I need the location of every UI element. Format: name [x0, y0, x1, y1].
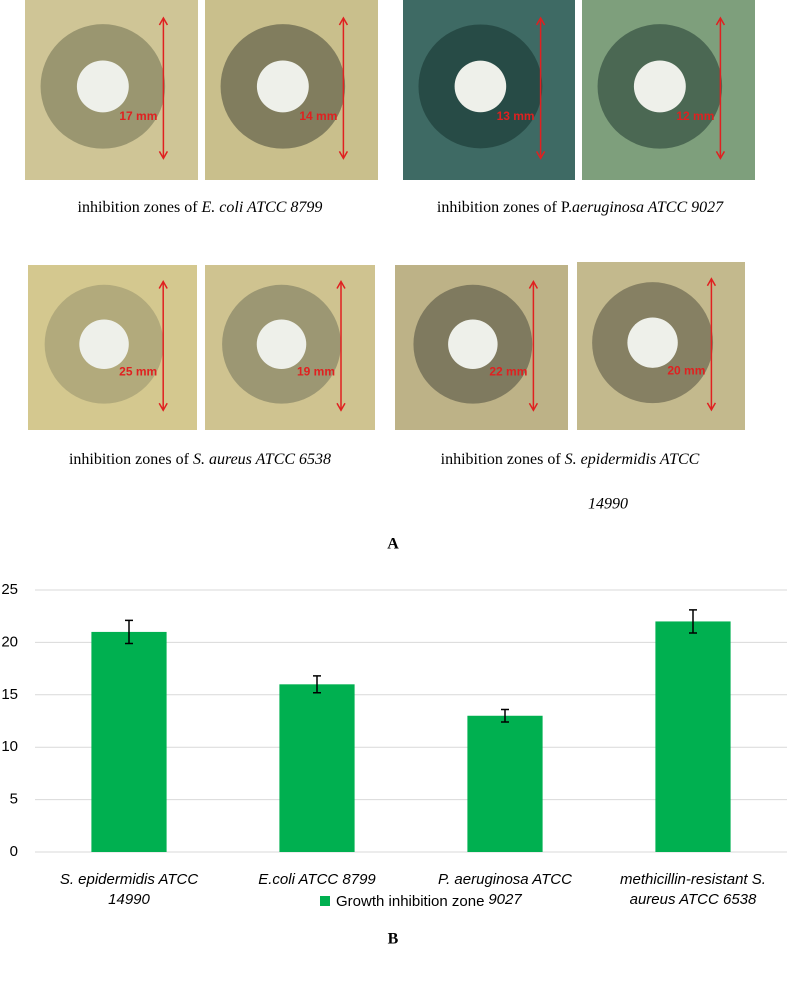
x-tick-line: methicillin-resistant S.	[620, 871, 766, 888]
bar	[467, 715, 543, 852]
y-tick-label: 25	[1, 581, 18, 598]
caption-species: S. epidermidis ATCC	[565, 451, 700, 468]
arrow-head	[158, 16, 169, 160]
bar	[655, 621, 731, 852]
caption-text: inhibition zones of	[69, 451, 193, 468]
caption-species: S. aureus ATCC 6538	[193, 451, 331, 468]
photo: 25 mm	[28, 265, 197, 430]
disc	[448, 319, 498, 369]
zone-label: 25 mm	[119, 364, 157, 378]
arrow-head	[535, 16, 546, 160]
arrow-head	[338, 16, 349, 160]
arrow-head	[158, 279, 168, 412]
x-tick-line: 9027	[488, 891, 522, 908]
y-tick-label: 0	[10, 843, 18, 860]
y-tick-label: 20	[1, 633, 18, 650]
disc	[256, 60, 309, 113]
photo: 20 mm	[577, 262, 745, 430]
caption: inhibition zones of S. epidermidis ATCC	[441, 451, 700, 468]
caption-text: inhibition zones of	[78, 199, 202, 216]
legend-label: Growth inhibition zone	[336, 893, 484, 910]
arrow-head	[715, 16, 726, 160]
zone-label: 17 mm	[119, 109, 157, 123]
y-tick-label: 10	[1, 738, 18, 755]
disc	[633, 60, 686, 113]
arrow-head	[706, 277, 717, 412]
zone-label: 14 mm	[299, 109, 337, 123]
disc	[76, 60, 129, 113]
photo: 17 mm	[25, 0, 198, 180]
caption-text: inhibition zones of	[441, 451, 565, 468]
x-tick-label: P. aeruginosa ATCC 9027	[438, 871, 572, 908]
photo: 22 mm	[395, 265, 568, 430]
caption: inhibition zones of P.aeruginosa ATCC 90…	[437, 199, 724, 216]
arrow-head	[528, 279, 539, 412]
x-tick-line: E.coli ATCC 8799	[258, 871, 376, 888]
disc	[454, 60, 507, 113]
bar	[279, 684, 355, 852]
disc	[627, 317, 678, 368]
caption-species: aeruginosa ATCC 9027	[572, 199, 724, 216]
zone-label: 19 mm	[297, 364, 335, 378]
x-tick-label: methicillin-resistant S. aureus ATCC 6538	[620, 871, 766, 908]
y-tick-label: 5	[10, 791, 18, 808]
disc	[79, 319, 129, 369]
disc	[256, 319, 307, 369]
photo: 12 mm	[582, 0, 755, 180]
photo: 13 mm	[403, 0, 575, 180]
panel-label: B	[388, 931, 399, 948]
caption-text: inhibition zones of P.	[437, 199, 572, 216]
caption-species: E. coli ATCC 8799	[201, 199, 323, 216]
error-bar	[313, 675, 321, 694]
error-bar	[125, 619, 133, 645]
panel-label: A	[387, 536, 399, 553]
error-bar	[689, 609, 697, 634]
y-tick-label: 15	[1, 686, 18, 703]
x-tick-label: S. epidermidis ATCC 14990	[60, 871, 199, 908]
error-bar	[501, 708, 509, 723]
caption: inhibition zones of S. aureus ATCC 6538	[69, 451, 331, 468]
zone-label: 12 mm	[676, 109, 714, 123]
x-tick-line: aureus ATCC 6538	[630, 891, 757, 908]
arrow-head	[336, 279, 346, 412]
zone-label: 13 mm	[497, 109, 535, 123]
photo: 19 mm	[205, 265, 375, 430]
caption: inhibition zones of E. coli ATCC 8799	[78, 199, 323, 216]
legend-swatch	[320, 896, 330, 906]
x-tick-line: P. aeruginosa ATCC	[438, 871, 572, 888]
x-tick-line: S. epidermidis ATCC	[60, 871, 199, 888]
caption-species: 14990	[588, 496, 628, 513]
x-tick-line: 14990	[108, 891, 150, 908]
bar	[91, 631, 167, 852]
photo: 14 mm	[205, 0, 378, 180]
x-tick-label: E.coli ATCC 8799	[258, 871, 376, 888]
zone-label: 22 mm	[489, 364, 527, 378]
zone-label: 20 mm	[667, 363, 705, 377]
